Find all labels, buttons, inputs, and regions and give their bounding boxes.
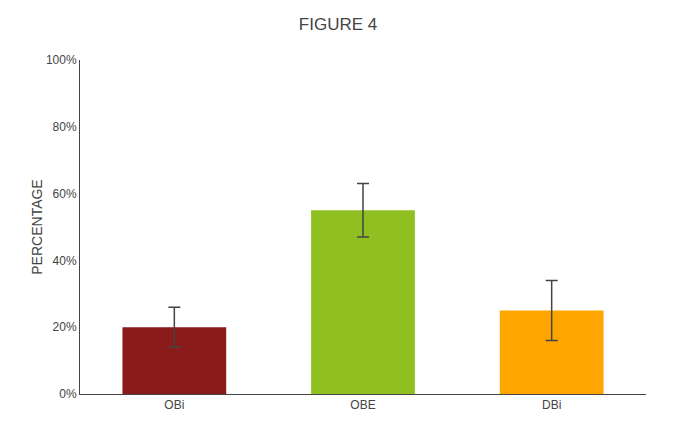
svg-text:OBE: OBE [350,398,375,412]
svg-text:PERCENTAGE: PERCENTAGE [29,179,45,274]
svg-text:20%: 20% [53,320,77,334]
svg-text:DBi: DBi [542,398,561,412]
svg-text:80%: 80% [53,120,77,134]
svg-text:FIGURE 4: FIGURE 4 [299,15,377,34]
svg-text:OBi: OBi [164,398,184,412]
svg-text:100%: 100% [46,53,77,67]
svg-text:60%: 60% [53,187,77,201]
svg-text:0%: 0% [59,387,77,401]
svg-text:40%: 40% [53,254,77,268]
